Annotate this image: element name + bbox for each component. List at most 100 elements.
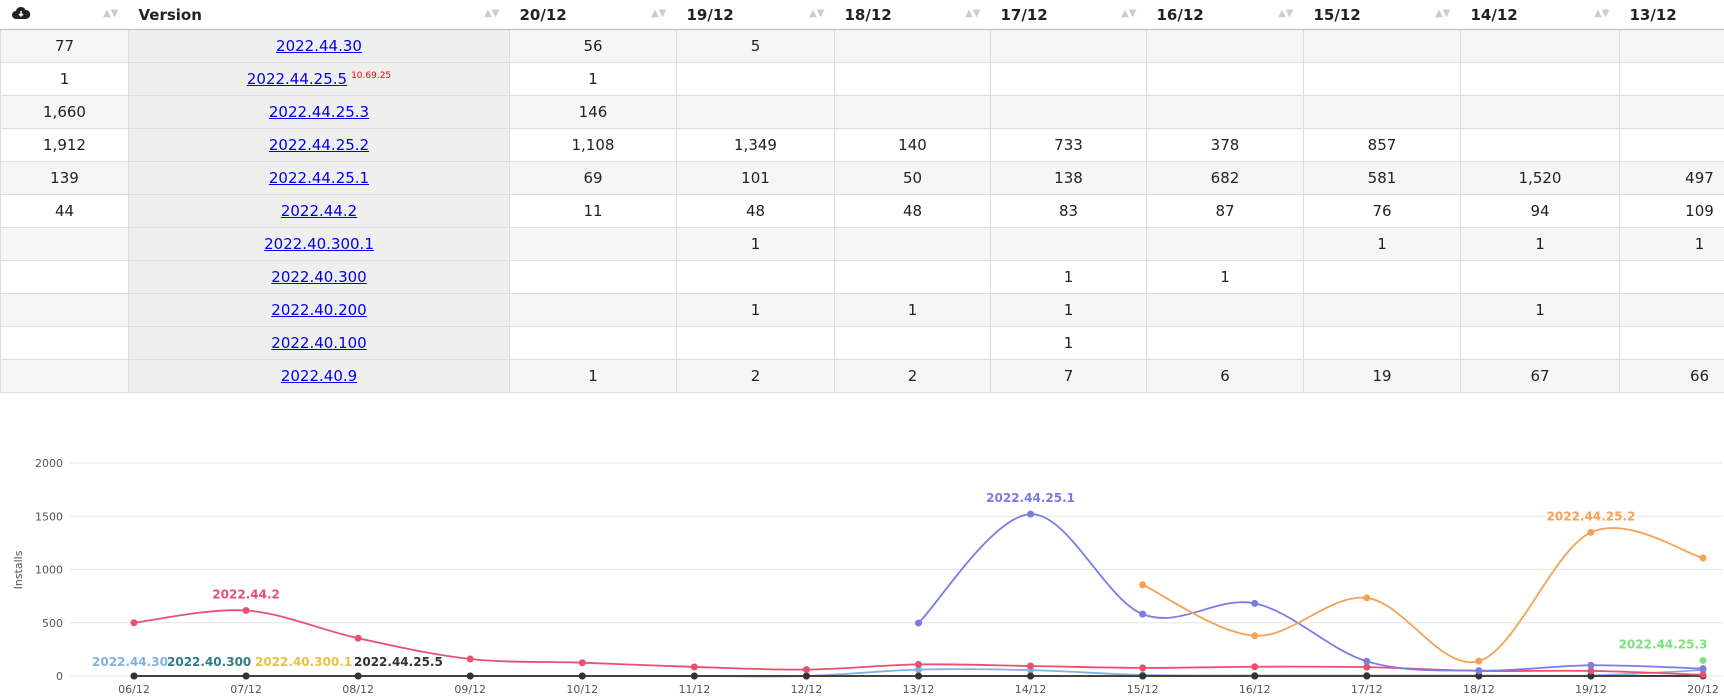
count-cell — [1146, 293, 1304, 327]
version-link[interactable]: 2022.44.25.5 — [246, 70, 348, 88]
total-cell: 139 — [0, 161, 129, 195]
count-cell: 66 — [1619, 359, 1724, 393]
count-cell: 497 — [1619, 161, 1724, 195]
x-tick-label: 19/12 — [1575, 683, 1607, 696]
count: 140 — [898, 136, 927, 154]
table-container: ▲▼ Version ▲▼ 20/12 ▲▼ 19/12 ▲▼ 18/12 ▲▼ 17/12 ▲▼… — [0, 0, 1724, 393]
count: 1 — [588, 367, 598, 385]
count-cell: 378 — [1146, 128, 1304, 162]
count-cell: 69 — [509, 161, 677, 195]
x-tick-label: 09/12 — [454, 683, 486, 696]
total: 77 — [54, 37, 75, 55]
column-header[interactable]: 17/12 ▲▼ — [990, 0, 1147, 30]
total-cell — [0, 326, 129, 360]
count-cell — [1619, 293, 1724, 327]
data-point — [915, 660, 922, 668]
header-text: 18/12 — [844, 5, 892, 24]
y-axis-label: Installs — [12, 550, 25, 589]
total: 44 — [54, 202, 75, 220]
count-cell: 1 — [990, 326, 1147, 360]
version-link[interactable]: 2022.44.25.3 — [268, 103, 370, 121]
data-point — [1251, 632, 1259, 640]
download-header[interactable]: ▲▼ — [0, 0, 129, 30]
y-tick-label: 2000 — [35, 457, 63, 470]
count-cell — [676, 260, 835, 294]
table-row: 2022.40.9 1 2 2 7 6 19 67 66 — [0, 359, 1724, 393]
version-link[interactable]: 2022.40.300 — [271, 268, 367, 286]
version-link[interactable]: 2022.44.2 — [280, 202, 358, 220]
count-cell — [1460, 62, 1620, 96]
column-header[interactable]: 19/12 ▲▼ — [676, 0, 835, 30]
count-cell: 94 — [1460, 194, 1620, 228]
count: 1 — [1063, 301, 1074, 319]
version-link[interactable]: 2022.44.25.2 — [268, 136, 370, 154]
table-row: 139 2022.44.25.1 69 101 50 138 682 581 1,520 497 — [0, 161, 1724, 195]
series-line — [917, 513, 1704, 672]
column-header[interactable]: 18/12 ▲▼ — [834, 0, 991, 30]
version-link[interactable]: 2022.44.30 — [276, 37, 362, 55]
table-row: 1,912 2022.44.25.2 1,108 1,349 140 733 378 857 — [0, 128, 1724, 162]
column-header[interactable]: 16/12 ▲▼ — [1146, 0, 1304, 30]
count: 1,520 — [1518, 169, 1562, 187]
count: 1 — [1220, 268, 1230, 286]
count-cell: 1 — [1460, 227, 1620, 261]
count: 76 — [1372, 202, 1392, 220]
x-tick-label: 11/12 — [679, 683, 711, 696]
count: 109 — [1685, 202, 1714, 220]
count: 87 — [1215, 202, 1235, 220]
count-cell: 2 — [676, 359, 835, 393]
data-point — [466, 655, 474, 663]
sort-icon: ▲▼ — [965, 8, 981, 19]
count: 497 — [1685, 169, 1714, 187]
column-header[interactable]: Version ▲▼ — [128, 0, 510, 30]
header-text: 19/12 — [686, 5, 734, 24]
data-point — [915, 666, 922, 674]
data-point — [1699, 671, 1707, 679]
count-cell: 1,108 — [509, 128, 677, 162]
data-point — [1027, 510, 1035, 518]
column-header[interactable]: 14/12 ▲▼ — [1460, 0, 1620, 30]
y-tick-label: 1500 — [35, 510, 63, 523]
count: 1 — [1063, 268, 1074, 286]
version-cell: 2022.44.25.3 — [128, 95, 510, 129]
version-link[interactable]: 2022.40.9 — [280, 367, 358, 385]
column-header[interactable]: 20/12 ▲▼ — [509, 0, 677, 30]
header-text: 13/12 — [1629, 5, 1677, 24]
count: 1 — [750, 301, 761, 319]
count: 1 — [1694, 235, 1705, 253]
version-cell: 2022.40.300 — [128, 260, 510, 294]
count-cell — [1303, 293, 1461, 327]
count-cell — [990, 62, 1147, 96]
data-point — [1587, 661, 1595, 669]
series-line — [1142, 527, 1704, 664]
header-text: 17/12 — [1000, 5, 1048, 24]
count: 857 — [1367, 136, 1397, 154]
data-point — [578, 659, 586, 667]
count: 5 — [750, 37, 761, 55]
version-link[interactable]: 2022.40.100 — [271, 334, 367, 352]
column-header[interactable]: 15/12 ▲▼ — [1303, 0, 1461, 30]
build-number: 10.69.25 — [351, 71, 392, 81]
count-cell — [1619, 95, 1724, 129]
data-point — [1251, 663, 1259, 671]
count-cell: 146 — [509, 95, 677, 129]
count-cell — [990, 227, 1147, 261]
table-row: 1 2022.44.25.5 10.69.25 1 — [0, 62, 1724, 96]
count-cell — [1303, 62, 1461, 96]
count-cell — [1303, 326, 1461, 360]
version-link[interactable]: 2022.44.25.1 — [268, 169, 370, 187]
count-cell — [990, 29, 1147, 63]
count-cell — [1460, 326, 1620, 360]
x-tick-label: 12/12 — [791, 683, 823, 696]
version-link[interactable]: 2022.40.200 — [271, 301, 367, 319]
count-cell: 1 — [676, 293, 835, 327]
header-text: 14/12 — [1470, 5, 1518, 24]
total: 1,660 — [43, 103, 86, 121]
column-header[interactable]: 13/12 — [1619, 0, 1724, 30]
count-cell — [509, 293, 677, 327]
count-cell — [1460, 95, 1620, 129]
data-point — [1139, 610, 1147, 618]
version-link[interactable]: 2022.40.300.1 — [264, 235, 374, 253]
version-cell: 2022.44.25.1 — [128, 161, 510, 195]
x-tick-label: 07/12 — [230, 683, 262, 696]
